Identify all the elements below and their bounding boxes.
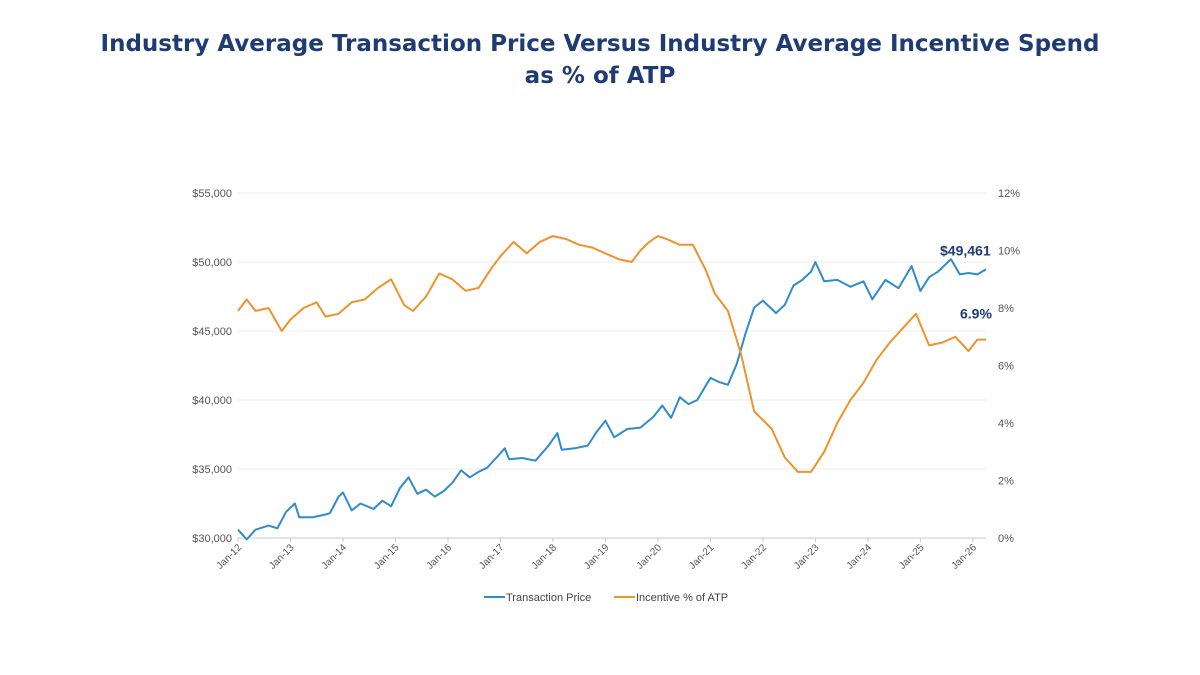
x-tick-label: Jan-12: [215, 542, 245, 572]
legend: Transaction Price Incentive % of ATP: [484, 592, 728, 604]
x-tick-label: Jan-23: [792, 542, 822, 572]
transaction-price-end-label: $49,461: [940, 242, 991, 258]
x-tick-label: Jan-21: [687, 542, 717, 572]
x-axis-ticks: Jan-12 Jan-13 Jan-14 Jan-15 Jan-16 Jan-17 Jan-…: [215, 538, 980, 572]
left-axis-ticks: $30,000 $35,000 $40,000 $45,000 $50,000 $55,0…: [192, 188, 232, 545]
incentive-end-label: 6.9%: [960, 306, 992, 322]
left-tick-label: $30,000: [192, 533, 232, 545]
right-tick-label: 12%: [998, 188, 1020, 200]
x-tick-label: Jan-25: [897, 542, 927, 572]
right-tick-label: 0%: [998, 533, 1014, 545]
right-tick-label: 4%: [998, 418, 1014, 430]
left-tick-label: $35,000: [192, 464, 232, 476]
right-tick-label: 6%: [998, 361, 1014, 373]
x-tick-label: Jan-13: [267, 542, 297, 572]
end-labels: $49,461 6.9%: [940, 242, 992, 321]
x-tick-label: Jan-15: [372, 542, 402, 572]
right-tick-label: 8%: [998, 303, 1014, 315]
series-lines: [237, 235, 987, 541]
x-tick-label: Jan-26: [950, 542, 980, 572]
x-tick-label: Jan-14: [320, 542, 350, 572]
transaction-price-line: [237, 258, 987, 541]
x-tick-label: Jan-22: [740, 542, 770, 572]
left-tick-label: $40,000: [192, 395, 232, 407]
left-tick-label: $50,000: [192, 257, 232, 269]
right-axis-ticks: 0% 2% 4% 6% 8% 10% 12%: [998, 188, 1020, 545]
chart-title: Industry Average Transaction Price Versu…: [100, 31, 1100, 89]
x-tick-label: Jan-24: [845, 542, 875, 572]
legend-label-transaction-price: Transaction Price: [506, 592, 591, 604]
x-tick-label: Jan-20: [635, 542, 665, 572]
x-tick-label: Jan-18: [530, 542, 560, 572]
gridlines: [238, 192, 986, 539]
x-tick-label: Jan-17: [477, 542, 507, 572]
legend-label-incentive: Incentive % of ATP: [636, 592, 728, 604]
right-tick-label: 2%: [998, 476, 1014, 488]
x-tick-label: Jan-19: [582, 542, 612, 572]
right-tick-label: 10%: [998, 246, 1020, 258]
x-tick-label: Jan-16: [425, 542, 455, 572]
left-tick-label: $45,000: [192, 326, 232, 338]
left-tick-label: $55,000: [192, 188, 232, 200]
incentive-line: [237, 235, 986, 473]
